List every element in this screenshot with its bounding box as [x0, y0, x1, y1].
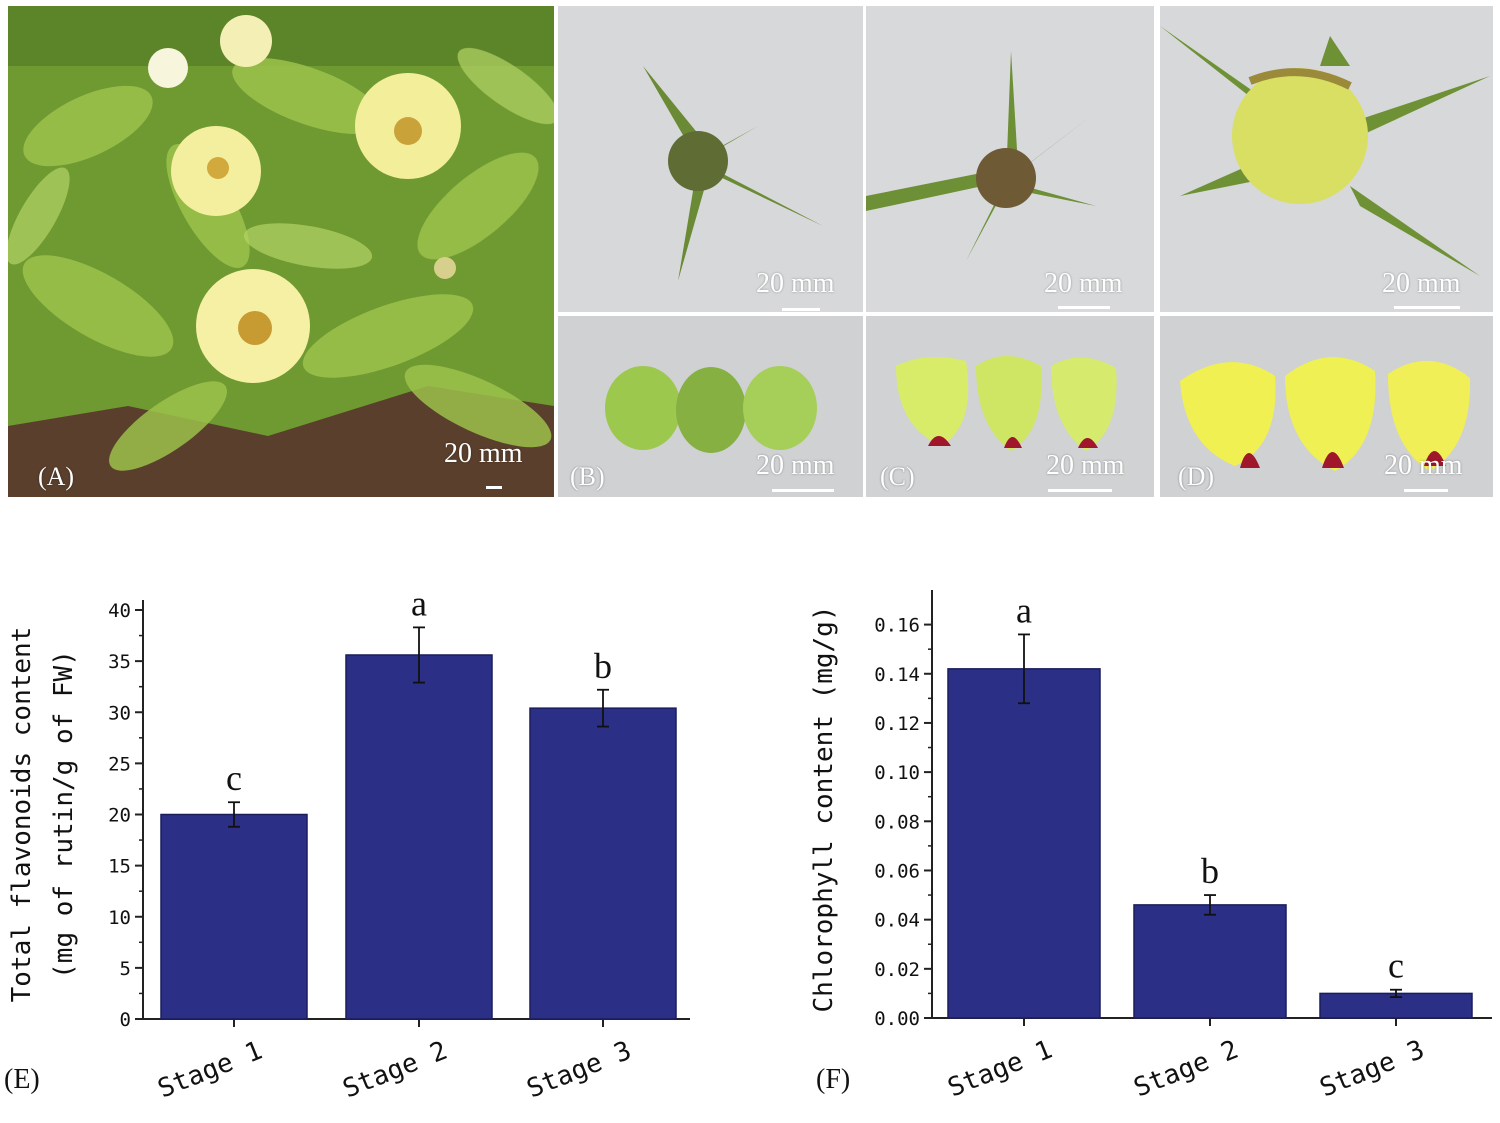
chart-e: 0 5 10 15 20 25 30 35 40 c Stage 1 a Stage 2 b Stage 3… — [0, 560, 700, 1118]
panel-label-f: (F) — [816, 1064, 851, 1095]
bud-and-petals-stage-1 — [558, 6, 863, 497]
scale-bar-d-bottom — [1404, 489, 1448, 492]
y-tick-label: 0.00 — [874, 1008, 920, 1030]
scale-label-d-bottom: 20 mm — [1384, 450, 1463, 481]
y-tick-label: 15 — [108, 856, 131, 878]
scale-label-b-bottom: 20 mm — [756, 450, 835, 481]
panel-label-b: (B) — [570, 462, 605, 491]
panel-label-a: (A) — [38, 462, 75, 491]
scale-label-a: 20 mm — [444, 438, 523, 469]
y-tick-label: 0.10 — [874, 762, 920, 784]
category-label-1: Stage 1 — [154, 1036, 267, 1105]
y-tick-label: 25 — [108, 753, 131, 775]
y-axis-label: Chlorophyll content (mg/g) — [809, 606, 839, 1013]
y-axis-label-units: (mg of rutin/g of FW) — [49, 650, 79, 979]
y-tick-label: 0.12 — [874, 713, 920, 735]
y-tick-label: 0.04 — [874, 910, 920, 932]
category-label-2: Stage 2 — [339, 1036, 452, 1105]
y-tick-label: 0.08 — [874, 811, 920, 833]
significance-letter-2: b — [1201, 851, 1219, 891]
category-label-1: Stage 1 — [944, 1035, 1057, 1104]
y-tick-label: 10 — [108, 907, 131, 929]
bud-and-petals-stage-2 — [866, 6, 1154, 497]
chart-f-svg: 0.00 0.02 0.04 0.06 0.08 0.10 0.12 0.14 0.16 a Sta… — [809, 590, 1492, 1104]
peony-plant-illustration — [8, 6, 554, 497]
bar-2 — [1133, 904, 1287, 1019]
panel-label-d: (D) — [1178, 462, 1215, 491]
y-axis-label: Total flavonoids content — [7, 627, 37, 1003]
photo-panel-d: 20 mm 20 mm (D) — [1160, 6, 1493, 497]
chart-f: 0.00 0.02 0.04 0.06 0.08 0.10 0.12 0.14 0.16 a Sta… — [780, 560, 1498, 1118]
significance-letter-1: c — [226, 758, 242, 798]
panel-label-c: (C) — [880, 462, 915, 491]
scale-bar-a — [486, 486, 502, 489]
significance-letter-3: b — [594, 646, 612, 686]
scale-bar-b-bottom — [772, 489, 834, 492]
significance-letter-3: c — [1388, 946, 1404, 986]
y-tick-label: 40 — [108, 600, 131, 622]
y-tick-label: 20 — [108, 805, 131, 827]
significance-letter-1: a — [1016, 590, 1032, 630]
scale-label-b-top: 20 mm — [756, 268, 835, 299]
photo-panel-b: 20 mm 20 mm (B) — [558, 6, 863, 497]
category-label-3: Stage 3 — [523, 1036, 636, 1105]
bud-and-petals-stage-3 — [1160, 6, 1493, 497]
y-tick-label: 5 — [120, 958, 131, 980]
bar-1 — [160, 813, 308, 1020]
category-label-2: Stage 2 — [1130, 1035, 1243, 1104]
y-tick-label: 0.16 — [874, 615, 920, 637]
scale-bar-c-bottom — [1048, 489, 1112, 492]
y-tick-label: 0.06 — [874, 860, 920, 882]
chart-e-svg: 0 5 10 15 20 25 30 35 40 c Stage 1 a Stage 2 b Stage 3… — [7, 583, 690, 1105]
scale-label-c-bottom: 20 mm — [1046, 450, 1125, 481]
y-tick-label: 30 — [108, 702, 131, 724]
scale-bar-c-top — [1058, 306, 1110, 309]
y-tick-label: 35 — [108, 651, 131, 673]
bar-2 — [345, 654, 493, 1020]
significance-letter-2: a — [411, 583, 427, 623]
y-tick-label: 0.14 — [874, 664, 920, 686]
scale-label-c-top: 20 mm — [1044, 268, 1123, 299]
scale-label-d-top: 20 mm — [1382, 268, 1461, 299]
panel-label-e: (E) — [4, 1064, 40, 1095]
peony-flowers — [148, 15, 461, 383]
scale-bar-b-top — [782, 308, 820, 311]
bar-1 — [947, 668, 1101, 1019]
category-label-3: Stage 3 — [1316, 1035, 1429, 1104]
y-tick-label: 0.02 — [874, 959, 920, 981]
photo-panel-c: 20 mm 20 mm (C) — [866, 6, 1154, 497]
y-tick-label: 0 — [120, 1009, 131, 1031]
bar-3 — [529, 707, 677, 1020]
photo-panel-a: 20 mm (A) — [8, 6, 554, 497]
scale-bar-d-top — [1394, 306, 1460, 309]
